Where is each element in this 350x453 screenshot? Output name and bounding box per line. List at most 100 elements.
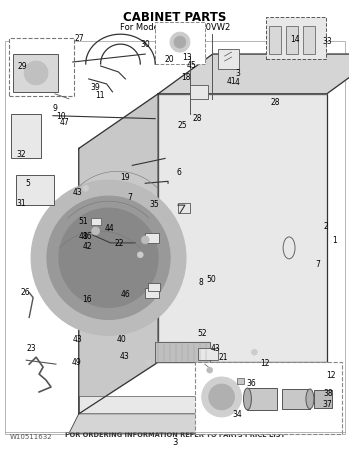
Ellipse shape bbox=[283, 237, 295, 259]
Text: 27: 27 bbox=[75, 34, 84, 43]
Text: 14: 14 bbox=[290, 35, 300, 44]
Text: FOR ORDERING INFORMATION REFER TO PARTS PRICE LIST: FOR ORDERING INFORMATION REFER TO PARTS … bbox=[65, 432, 285, 438]
Circle shape bbox=[174, 36, 186, 48]
Text: 13: 13 bbox=[182, 53, 192, 62]
Bar bbox=[237, 378, 244, 384]
Text: 7: 7 bbox=[127, 193, 132, 202]
Text: 8: 8 bbox=[199, 278, 203, 287]
Text: 28: 28 bbox=[271, 98, 280, 107]
Text: 2: 2 bbox=[324, 222, 328, 231]
Bar bbox=[79, 396, 327, 414]
Text: CABINET PARTS: CABINET PARTS bbox=[123, 11, 227, 24]
Text: 18: 18 bbox=[181, 72, 191, 82]
Bar bbox=[5, 41, 345, 434]
Text: (White): (White) bbox=[161, 32, 189, 41]
Text: 46: 46 bbox=[121, 290, 131, 299]
Text: 39: 39 bbox=[90, 83, 100, 92]
Bar bbox=[11, 114, 41, 159]
Circle shape bbox=[207, 367, 213, 373]
Text: 48: 48 bbox=[78, 232, 88, 241]
Text: 6: 6 bbox=[176, 168, 181, 177]
Circle shape bbox=[141, 236, 149, 244]
Text: 42: 42 bbox=[83, 242, 92, 251]
Text: 12: 12 bbox=[260, 359, 270, 368]
Text: 50: 50 bbox=[206, 275, 216, 284]
Text: 26: 26 bbox=[20, 288, 30, 297]
Bar bbox=[16, 175, 54, 205]
Ellipse shape bbox=[306, 389, 314, 409]
Bar bbox=[155, 22, 205, 64]
Text: 34: 34 bbox=[233, 410, 243, 419]
Text: 4: 4 bbox=[235, 78, 240, 87]
Bar bbox=[148, 283, 160, 291]
Circle shape bbox=[47, 196, 170, 319]
Text: 11: 11 bbox=[96, 92, 105, 101]
Ellipse shape bbox=[244, 388, 251, 410]
Text: 36: 36 bbox=[246, 379, 256, 388]
Bar bbox=[91, 218, 100, 225]
Text: 45: 45 bbox=[187, 61, 197, 70]
Polygon shape bbox=[79, 94, 158, 414]
Text: 23: 23 bbox=[26, 344, 36, 353]
Bar bbox=[218, 49, 239, 69]
Text: 43: 43 bbox=[72, 188, 82, 197]
Text: For Models: MEDE500VW2: For Models: MEDE500VW2 bbox=[120, 23, 230, 32]
Bar bbox=[269, 26, 281, 54]
Text: 16: 16 bbox=[83, 295, 92, 304]
Circle shape bbox=[59, 208, 158, 308]
Text: W10511632: W10511632 bbox=[9, 434, 52, 440]
Circle shape bbox=[202, 377, 242, 417]
Text: 43: 43 bbox=[211, 343, 221, 352]
Text: 52: 52 bbox=[197, 329, 207, 338]
Text: 37: 37 bbox=[323, 400, 332, 409]
Bar bbox=[145, 233, 159, 243]
Circle shape bbox=[137, 252, 143, 258]
Circle shape bbox=[145, 359, 151, 365]
Text: 3: 3 bbox=[172, 438, 178, 447]
Text: 22: 22 bbox=[115, 239, 124, 248]
Bar bbox=[158, 94, 327, 362]
Circle shape bbox=[209, 384, 235, 410]
Polygon shape bbox=[158, 54, 350, 94]
Text: 19: 19 bbox=[120, 173, 130, 183]
Text: 43: 43 bbox=[120, 352, 130, 361]
Text: 7: 7 bbox=[315, 260, 320, 269]
Bar bbox=[303, 26, 315, 54]
Circle shape bbox=[251, 349, 257, 355]
Bar bbox=[286, 26, 298, 54]
Bar bbox=[13, 54, 58, 92]
Text: 35: 35 bbox=[149, 200, 159, 209]
Text: 9: 9 bbox=[52, 104, 57, 113]
Circle shape bbox=[31, 180, 186, 335]
Circle shape bbox=[24, 61, 48, 85]
Circle shape bbox=[83, 185, 89, 191]
Text: 29: 29 bbox=[18, 62, 27, 71]
Bar bbox=[266, 17, 326, 59]
Text: 32: 32 bbox=[17, 150, 26, 159]
Bar bbox=[282, 389, 310, 409]
Text: 3: 3 bbox=[235, 69, 240, 78]
Text: 47: 47 bbox=[60, 118, 69, 127]
Text: 51: 51 bbox=[78, 217, 88, 226]
Text: 38: 38 bbox=[323, 389, 332, 398]
Polygon shape bbox=[69, 414, 210, 434]
Text: 33: 33 bbox=[323, 37, 332, 45]
Text: 20: 20 bbox=[165, 54, 175, 63]
Text: 21: 21 bbox=[219, 353, 228, 362]
Text: 31: 31 bbox=[17, 199, 26, 208]
Text: 16: 16 bbox=[83, 232, 92, 241]
Bar bbox=[247, 388, 277, 410]
Bar bbox=[195, 362, 342, 434]
Text: 30: 30 bbox=[141, 40, 150, 48]
Text: 41: 41 bbox=[226, 77, 236, 86]
Text: 44: 44 bbox=[104, 224, 114, 233]
Text: 49: 49 bbox=[71, 358, 81, 367]
Bar bbox=[178, 203, 190, 213]
Polygon shape bbox=[155, 342, 210, 362]
Bar bbox=[190, 85, 208, 99]
Circle shape bbox=[92, 227, 100, 235]
Bar bbox=[145, 288, 159, 298]
Text: 1: 1 bbox=[332, 236, 337, 245]
Text: 28: 28 bbox=[193, 114, 202, 123]
Bar bbox=[314, 390, 332, 408]
